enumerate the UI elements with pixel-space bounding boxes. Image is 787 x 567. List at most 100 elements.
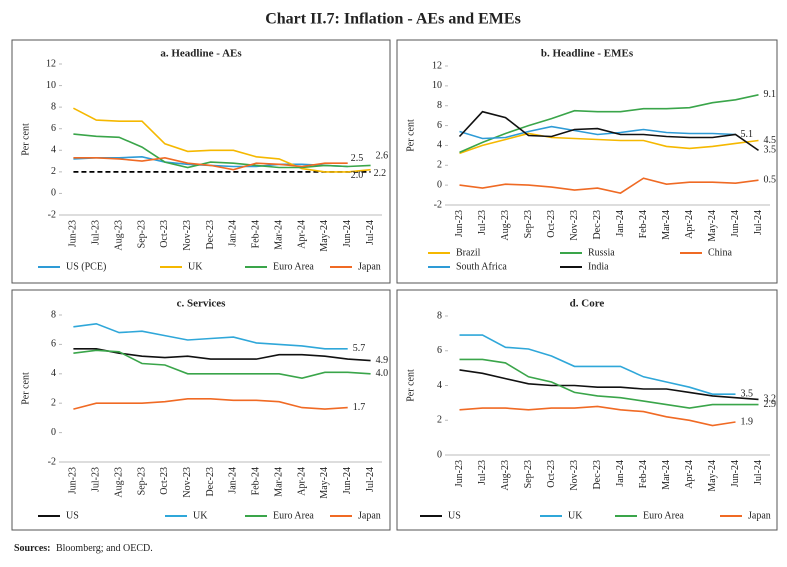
y-tick-label: 2: [51, 397, 56, 408]
series-line: [73, 107, 371, 173]
x-tick-label: Aug-23: [113, 220, 124, 251]
y-tick-label: 0: [51, 427, 56, 438]
panel-title: a. Headline - AEs: [160, 48, 242, 60]
x-tick-label: Jun-24: [342, 467, 353, 494]
y-tick-label: 8: [437, 100, 442, 111]
x-tick-label: Jun-24: [342, 220, 353, 247]
x-tick-label: Jun-23: [454, 210, 465, 237]
y-tick-label: 8: [437, 310, 442, 321]
x-tick-label: May-24: [707, 210, 718, 242]
x-tick-label: Nov-23: [569, 460, 580, 491]
x-tick-label: Feb-24: [638, 210, 649, 238]
series-line: [73, 133, 371, 169]
x-tick-label: Oct-23: [159, 220, 170, 248]
series-line: [459, 369, 759, 401]
value-label: 5.7: [353, 343, 366, 354]
value-label: 1.7: [353, 402, 366, 413]
y-tick-label: 6: [51, 339, 56, 350]
panel-frame: [396, 39, 778, 284]
source-note: Sources: Bloomberg; and OECD.: [14, 543, 153, 554]
x-tick-label: Jul-23: [477, 210, 488, 235]
y-axis-label: Per cent: [405, 119, 416, 152]
x-tick-label: Sep-23: [523, 210, 534, 238]
value-label: 0.5: [764, 174, 777, 185]
legend-label: India: [588, 261, 609, 272]
source-text: Bloomberg; and OECD.: [56, 543, 153, 554]
y-tick-label: 8: [51, 101, 56, 112]
legend-label: Japan: [748, 510, 771, 521]
series-line: [73, 349, 371, 380]
y-tick-label: 2: [437, 415, 442, 426]
x-tick-label: May-24: [319, 467, 330, 499]
value-label: 3.2: [764, 394, 777, 405]
y-tick-label: 6: [437, 120, 442, 131]
x-tick-label: Dec-23: [205, 220, 216, 249]
y-tick-label: 4: [437, 380, 442, 391]
legend-label: Euro Area: [643, 510, 684, 521]
value-label: 2.9: [764, 399, 777, 410]
figure-title: Chart II.7: Inflation - AEs and EMEs: [265, 11, 521, 28]
x-tick-label: Nov-23: [182, 467, 193, 498]
x-tick-label: Jul-24: [753, 460, 764, 485]
x-tick-label: Dec-23: [205, 467, 216, 496]
y-axis-label: Per cent: [20, 372, 31, 405]
x-tick-label: Jul-24: [365, 467, 376, 492]
panel-frame: [11, 289, 391, 531]
x-tick-label: Apr-24: [684, 460, 695, 489]
x-tick-label: Jun-23: [454, 460, 465, 487]
y-axis-label: Per cent: [20, 123, 31, 156]
y-tick-label: 6: [51, 123, 56, 134]
value-label: 9.1: [764, 89, 777, 100]
x-tick-label: Mar-24: [661, 210, 672, 240]
value-label: 2.6: [376, 151, 389, 162]
panel-frame: [396, 289, 778, 531]
legend-label: Euro Area: [273, 510, 314, 521]
value-label: 5.1: [741, 129, 754, 140]
y-tick-label: 4: [51, 368, 56, 379]
x-tick-label: Dec-23: [592, 460, 603, 489]
value-label: 4.5: [764, 135, 777, 146]
series-line: [73, 348, 371, 362]
x-tick-label: Jun-24: [730, 210, 741, 237]
x-tick-label: Mar-24: [273, 467, 284, 497]
y-tick-label: 4: [437, 140, 442, 151]
series-line: [459, 94, 759, 154]
series-line: [458, 110, 759, 152]
series-line: [73, 156, 348, 171]
legend-label: Brazil: [456, 247, 481, 258]
value-label: 3.5: [764, 145, 777, 156]
legend-label: US (PCE): [66, 261, 106, 272]
x-tick-label: Feb-24: [251, 220, 262, 248]
y-tick-label: 2: [437, 160, 442, 171]
series-line: [459, 405, 736, 427]
x-tick-label: Apr-24: [684, 210, 695, 239]
x-tick-label: Sep-23: [136, 467, 147, 495]
legend-label: South Africa: [456, 261, 507, 272]
source-label: Sources:: [14, 543, 50, 554]
y-tick-label: 12: [432, 60, 442, 71]
series-line: [73, 322, 348, 350]
x-tick-label: Oct-23: [546, 210, 557, 238]
panel-frame: [11, 39, 391, 284]
y-tick-label: 0: [437, 179, 442, 190]
x-tick-label: Jan-24: [615, 460, 626, 487]
series-line: [459, 125, 736, 140]
x-tick-label: Feb-24: [251, 467, 262, 495]
legend-label: US: [66, 510, 79, 521]
x-tick-label: Nov-23: [182, 220, 193, 251]
value-label: 2.5: [351, 153, 364, 164]
value-label: 4.0: [376, 368, 389, 379]
y-tick-label: -2: [48, 456, 56, 467]
x-tick-label: Aug-23: [500, 210, 511, 241]
x-tick-label: Jun-23: [68, 220, 79, 247]
legend-label: China: [708, 247, 732, 258]
y-tick-label: -2: [48, 209, 56, 220]
panel-title: d. Core: [570, 298, 605, 310]
x-tick-label: Jul-23: [477, 460, 488, 485]
value-label: 2.0: [351, 170, 364, 181]
legend-label: Euro Area: [273, 261, 314, 272]
x-tick-label: Dec-23: [592, 210, 603, 239]
panel-title: b. Headline - EMEs: [541, 48, 634, 60]
x-tick-label: Jun-24: [730, 460, 741, 487]
legend-label: UK: [568, 510, 583, 521]
